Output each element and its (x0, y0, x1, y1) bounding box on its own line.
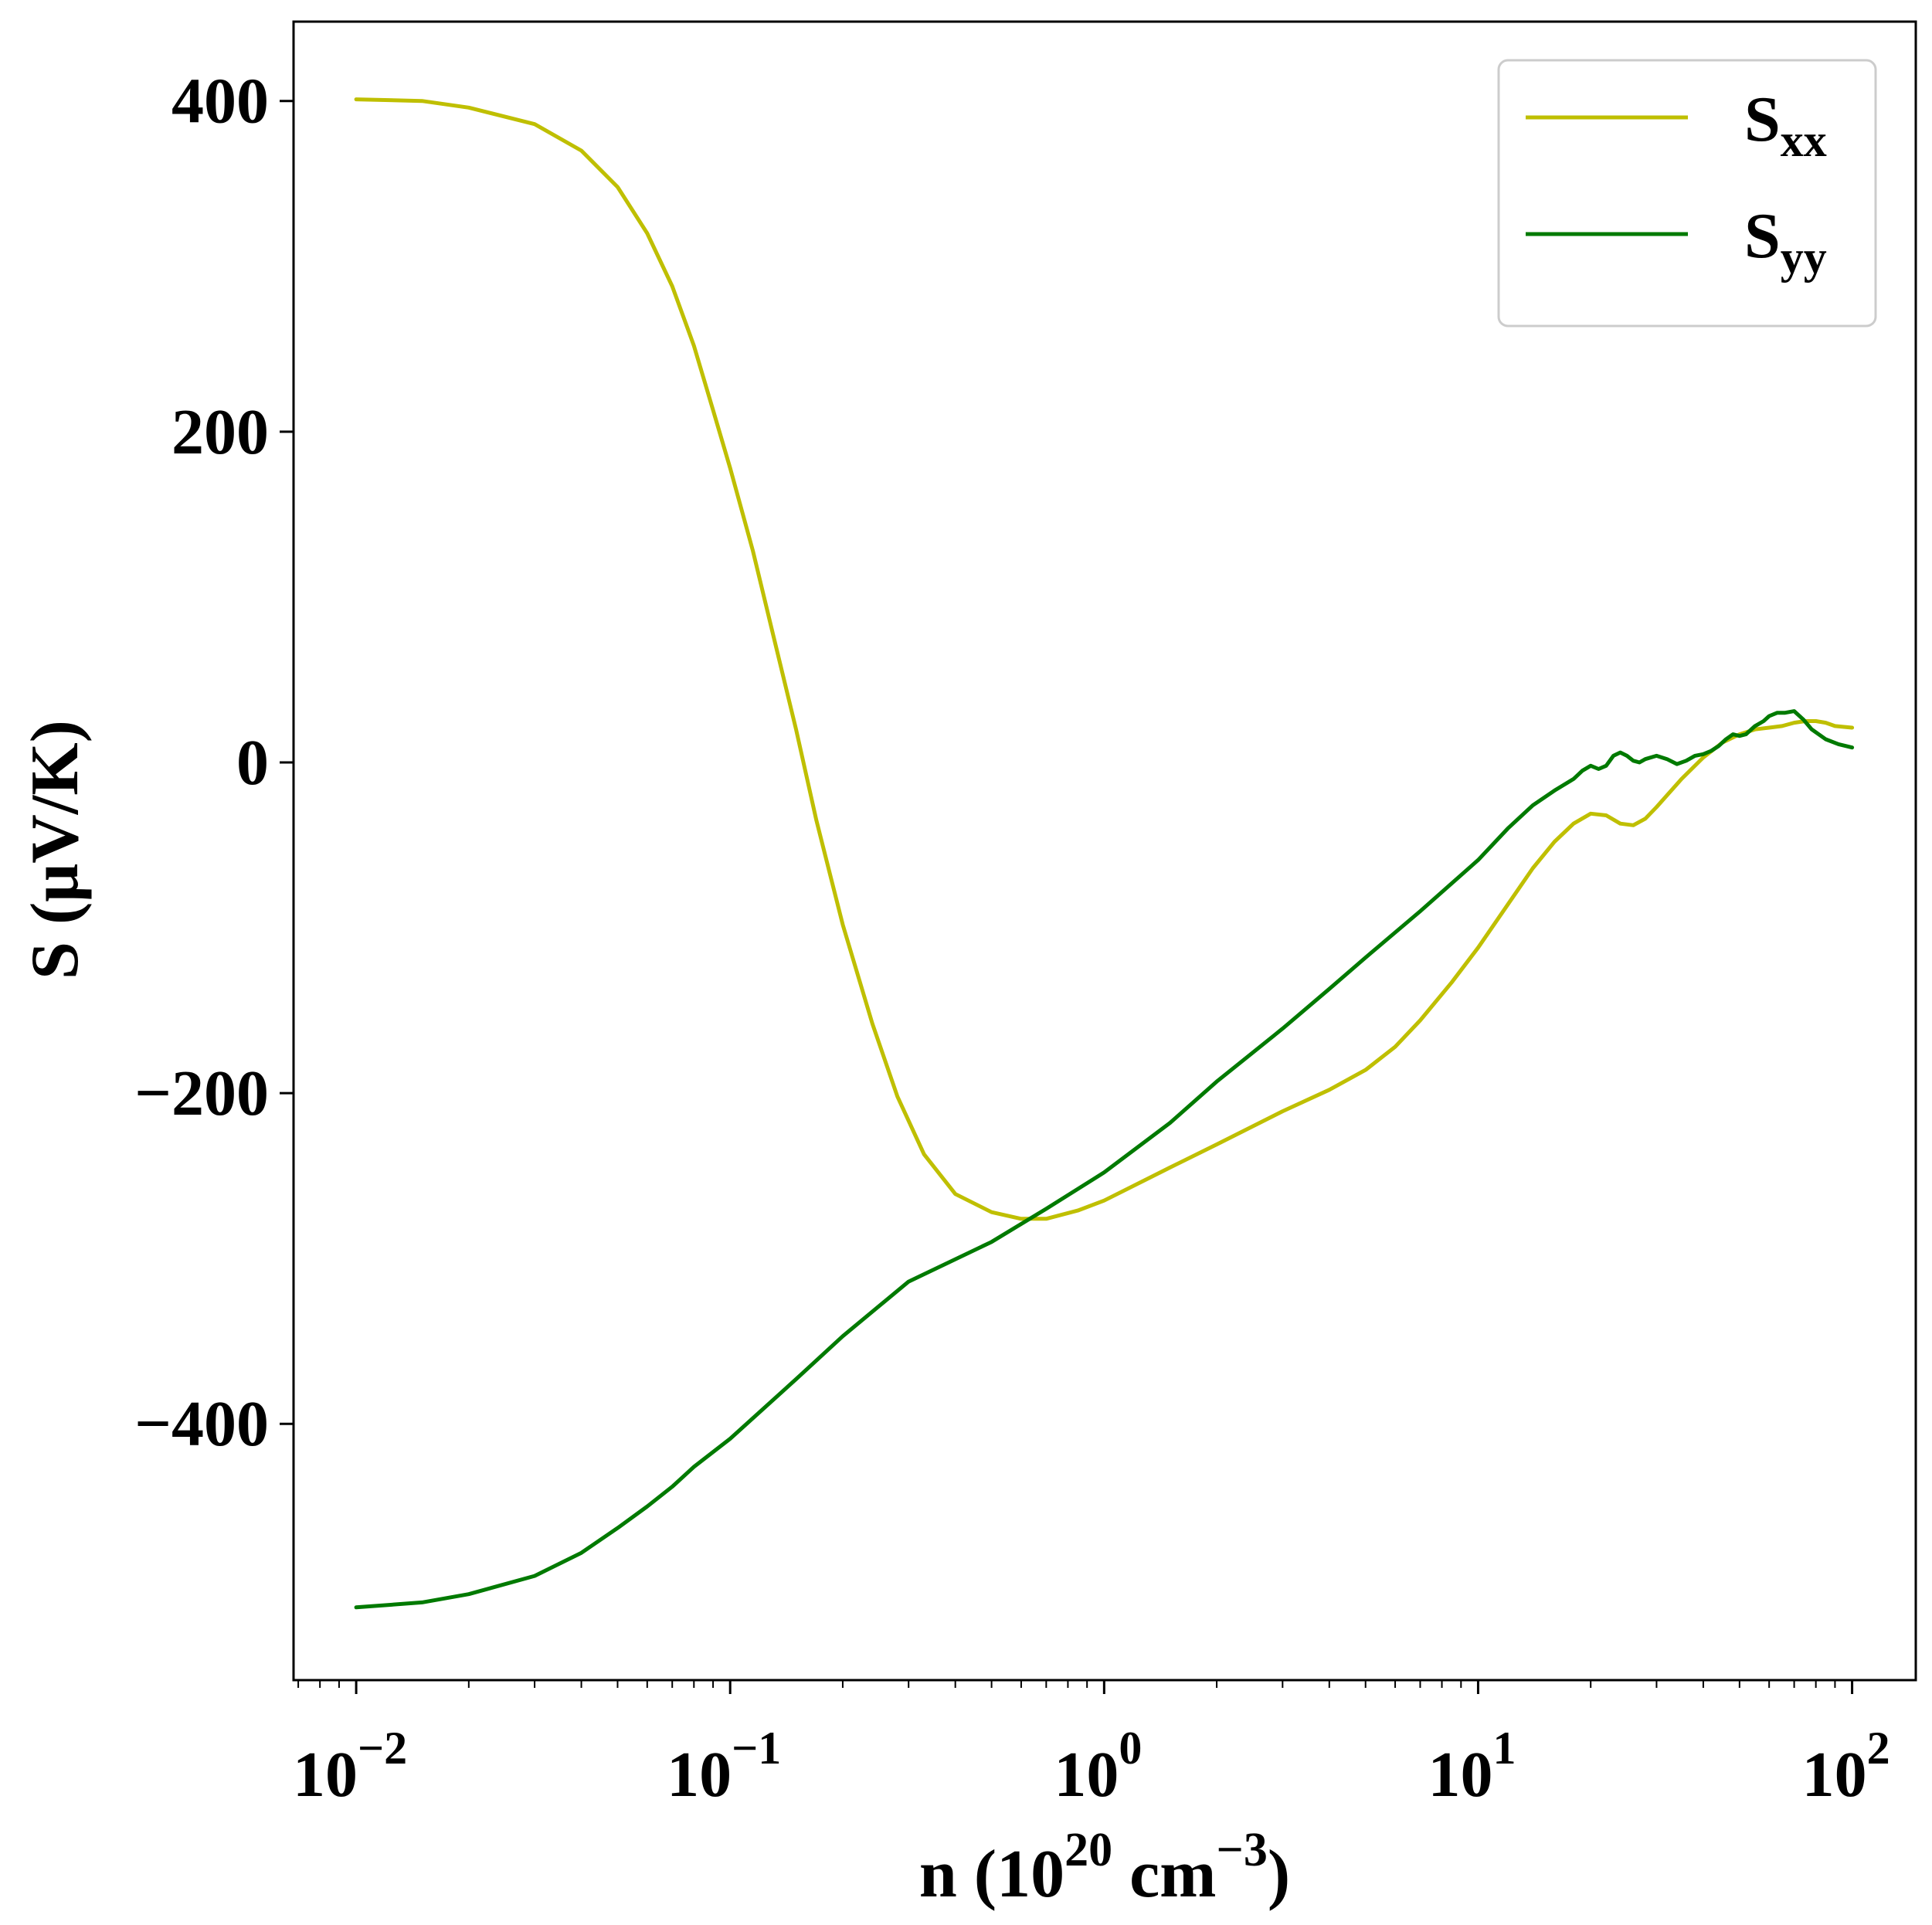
x-tick-label-exponent: 2 (1867, 1723, 1890, 1774)
y-tick-label: −400 (134, 1388, 269, 1460)
legend-box (1497, 59, 1877, 328)
x-tick-label: 102 (1802, 1723, 1890, 1811)
plot-area (354, 97, 1855, 1610)
x-tick-label-base: 10 (1428, 1739, 1492, 1811)
x-tick-label-base: 10 (667, 1739, 732, 1811)
x-tick-label-base: 10 (1054, 1739, 1119, 1811)
x-axis-label-mid: cm (1112, 1837, 1216, 1912)
y-tick-label: 200 (171, 396, 269, 468)
legend-label-sxx-main: S (1744, 83, 1781, 155)
plot-frame (292, 20, 1917, 1682)
legend-label-sxx-sub: xx (1781, 115, 1827, 166)
x-axis-label-base: n (10 (919, 1837, 1064, 1912)
x-axis-label-sup1: 20 (1064, 1824, 1112, 1876)
x-tick-label: 100 (1054, 1723, 1142, 1811)
x-tick-label: 10−2 (293, 1723, 407, 1811)
legend-label-syy-main: S (1744, 200, 1781, 272)
y-tick-label: 0 (236, 727, 269, 799)
series-line-syy (354, 709, 1855, 1610)
x-tick-label-exponent: 1 (1492, 1723, 1516, 1774)
x-tick-label-exponent: −2 (358, 1723, 407, 1774)
y-axis-ticks: 400 200 0 −200 −400 (134, 66, 294, 1460)
y-axis-label: S (μV/K) (18, 720, 93, 979)
x-tick-label-exponent: 0 (1119, 1723, 1142, 1774)
y-tick-label: 400 (171, 66, 269, 138)
x-tick-label-base: 10 (1802, 1739, 1867, 1811)
series-line-sxx (354, 97, 1855, 1221)
x-tick-label: 10−1 (667, 1723, 781, 1811)
x-tick-label-exponent: −1 (732, 1723, 781, 1774)
x-axis-label: n (1020 cm−3) (919, 1824, 1290, 1912)
legend-label-sxx: Sxx (1744, 83, 1827, 166)
legend-label-syy-sub: yy (1781, 232, 1827, 283)
x-tick-label-base: 10 (293, 1739, 358, 1811)
legend-label-syy: Syy (1744, 200, 1827, 283)
y-tick-label: −200 (134, 1058, 269, 1129)
x-axis-ticks: 10−2 10−1 100 101 102 (293, 1680, 1890, 1811)
x-tick-label: 101 (1428, 1723, 1516, 1811)
x-axis-label-end: ) (1268, 1837, 1290, 1912)
x-axis-label-sup2: −3 (1216, 1824, 1267, 1876)
legend: Sxx Syy (1497, 59, 1877, 328)
